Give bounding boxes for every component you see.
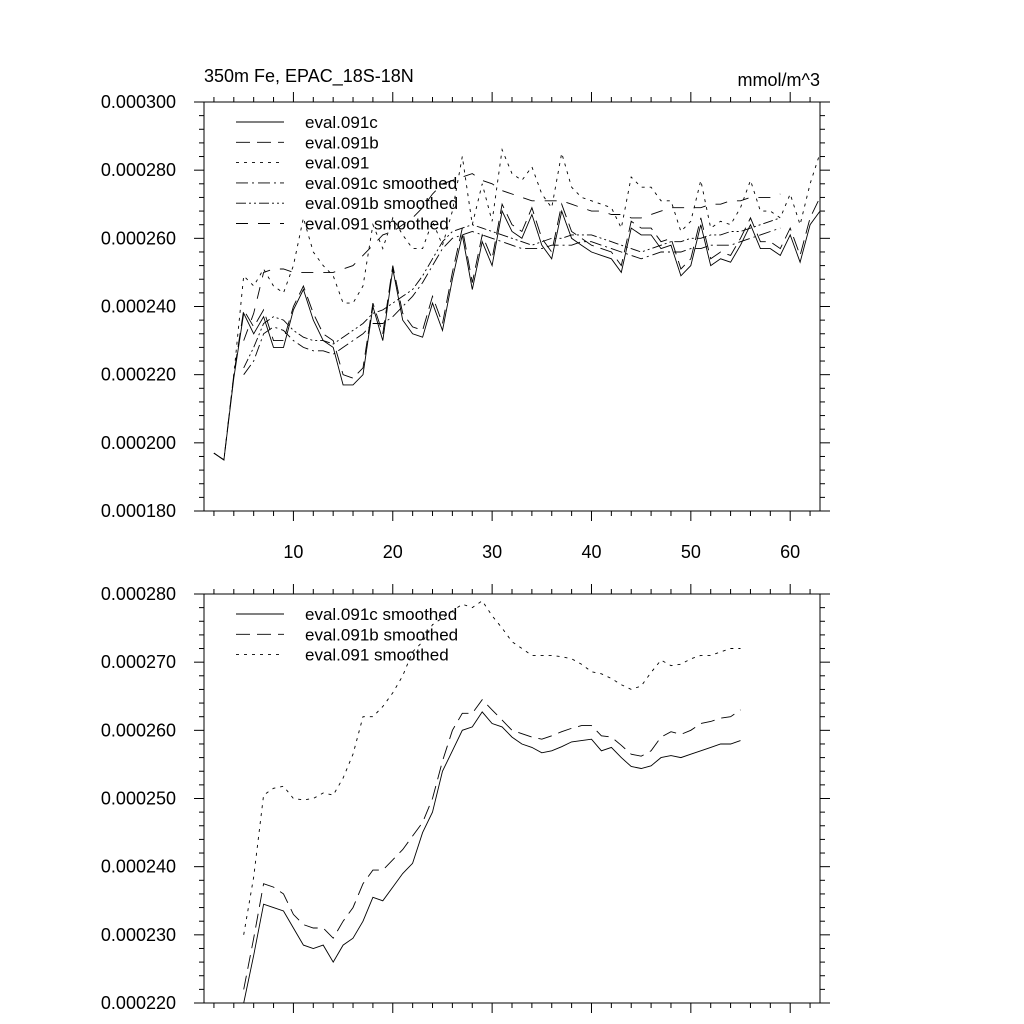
legend-label: eval.091b smoothed [305,625,458,644]
y-tick-label: 0.000220 [101,993,176,1013]
plot-frame [203,101,821,512]
x-tick-label: 20 [383,542,403,562]
series-line-eval-091b-smoothed [243,217,781,369]
plot-title: 350m Fe, EPAC_18S-18N [204,66,414,87]
legend-label: eval.091c [305,113,378,132]
y-tick-label: 0.000250 [101,789,176,809]
legend-label: eval.091 smoothed [305,646,449,665]
y-tick-label: 0.000260 [101,228,176,248]
x-tick-label: 40 [581,542,601,562]
y-tick-label: 0.000220 [101,365,176,385]
y-tick-label: 0.000280 [101,160,176,180]
series-line-eval-091-smoothed [243,600,741,935]
y-tick-label: 0.000200 [101,433,176,453]
y-tick-label: 0.000270 [101,652,176,672]
x-tick-label: 50 [681,542,701,562]
legend-label: eval.091b [305,133,379,152]
series-line-eval-091-smoothed [243,173,781,341]
legend-label: eval.091c smoothed [305,174,457,193]
x-tick-label: 10 [283,542,303,562]
series-line-eval-091c-smoothed [243,227,781,375]
y-tick-label: 0.000180 [101,501,176,521]
y-tick-label: 0.000240 [101,297,176,317]
y-tick-label: 0.000300 [101,92,176,112]
series-line-eval-091c-smoothed [243,711,741,1004]
plot-frame [203,593,821,1004]
y-tick-label: 0.000240 [101,857,176,877]
units-label: mmol/m^3 [738,70,820,90]
y-tick-label: 0.000230 [101,925,176,945]
legend-label: eval.091c smoothed [305,605,457,624]
bottom-panel: 0.000220 0.000230 0.000240 0.000250 0.000260… [101,584,830,1013]
series-line-eval-091b-smoothed [243,699,741,990]
y-tick-label: 0.000280 [101,584,176,604]
series-line-eval-091b [213,197,821,461]
legend-label: eval.091b smoothed [305,194,458,213]
legend-label: eval.091 smoothed [305,215,449,234]
y-tick-label: 0.000260 [101,720,176,740]
legend-label: eval.091 [305,154,369,173]
series-line-eval-091 [213,148,821,461]
top-panel: 10 20 30 40 50 60 0.000180 0.000200 0.000220 0.00… [101,92,830,562]
x-tick-label: 60 [780,542,800,562]
series-line-eval-091c [213,209,821,461]
x-tick-label: 30 [482,542,502,562]
